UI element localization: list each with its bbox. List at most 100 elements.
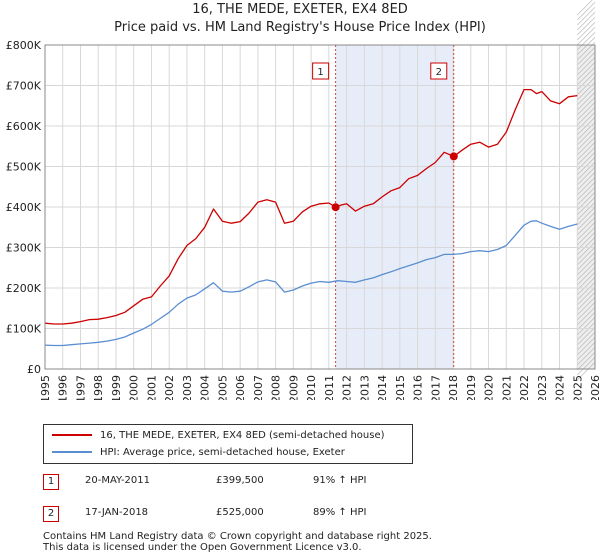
- x-tick-label: 2016: [412, 375, 425, 400]
- forecast-hatch: [577, 362, 596, 381]
- x-tick-label: 1996: [57, 375, 70, 400]
- forecast-hatch: [577, 177, 596, 196]
- x-tick-label: 2017: [429, 375, 442, 400]
- sale-marker-box: [430, 62, 448, 80]
- forecast-hatch: [577, 127, 596, 146]
- transaction-marker-label: 1: [43, 474, 59, 490]
- x-tick-label: 1997: [74, 375, 87, 400]
- transaction-hpi: 91% ↑ HPI: [313, 475, 367, 486]
- transaction-row: 2 17-JAN-2018 £525,000 89% ↑ HPI: [43, 506, 563, 522]
- forecast-hatch: [577, 222, 596, 241]
- forecast-hatch: [577, 287, 596, 306]
- x-tick-label: 2026: [589, 375, 600, 400]
- x-tick-label: 2022: [518, 375, 531, 400]
- x-tick-label: 2011: [323, 375, 336, 400]
- forecast-hatch: [577, 342, 596, 361]
- forecast-hatch: [577, 47, 596, 66]
- forecast-hatch: [577, 307, 596, 326]
- forecast-hatch: [577, 297, 596, 316]
- sale-point: [449, 152, 458, 161]
- forecast-hatch: [577, 27, 596, 46]
- forecast-hatch: [577, 247, 596, 266]
- forecast-hatch: [577, 302, 596, 321]
- property-price-line: [44, 88, 578, 325]
- forecast-hatch: [577, 277, 596, 296]
- legend-swatch-property: [52, 434, 92, 436]
- legend-swatch-hpi: [52, 451, 92, 453]
- legend-label-property: 16, THE MEDE, EXETER, EX4 8ED (semi-deta…: [100, 429, 385, 441]
- y-tick-label: £200K: [6, 282, 42, 295]
- forecast-hatch: [577, 0, 593, 16]
- transaction-hpi: 89% ↑ HPI: [313, 507, 367, 518]
- x-tick-label: 2021: [500, 375, 513, 400]
- forecast-hatch: [577, 172, 596, 191]
- forecast-hatch: [577, 337, 596, 356]
- footer: Contains HM Land Registry data © Crown c…: [43, 531, 432, 553]
- transaction-date: 20-MAY-2011: [85, 475, 151, 486]
- x-tick-label: 2008: [270, 375, 283, 400]
- hpi-line: [44, 220, 578, 347]
- forecast-hatch: [577, 147, 596, 166]
- forecast-hatch: [577, 227, 596, 246]
- forecast-hatch: [577, 262, 596, 281]
- chart-title: 16, THE MEDE, EXETER, EX4 8ED: [192, 2, 408, 17]
- transaction-date: 17-JAN-2018: [85, 507, 149, 518]
- transaction-row: 1 20-MAY-2011 £399,500 91% ↑ HPI: [43, 474, 563, 490]
- legend-item-hpi: HPI: Average price, semi-detached house,…: [52, 445, 345, 459]
- forecast-hatch: [577, 167, 596, 186]
- sale-marker-label: 1: [317, 67, 323, 78]
- x-tick-label: 2000: [128, 375, 141, 400]
- x-tick-label: 2014: [376, 375, 389, 400]
- x-tick-label: 1998: [92, 375, 105, 400]
- x-tick-label: 2023: [536, 375, 549, 400]
- forecast-hatch: [577, 212, 596, 231]
- forecast-hatch: [577, 87, 596, 106]
- x-tick-label: 2010: [305, 375, 318, 400]
- forecast-hatch: [577, 242, 596, 261]
- forecast-hatch: [577, 352, 596, 371]
- x-tick-label: 2025: [571, 375, 584, 400]
- sale-marker-label: 2: [436, 67, 442, 78]
- forecast-hatch: [577, 112, 596, 131]
- plot-frame: [44, 44, 596, 370]
- chart-subtitle: Price paid vs. HM Land Registry's House …: [114, 20, 486, 35]
- forecast-hatch: [577, 97, 596, 116]
- forecast-hatch: [577, 102, 596, 121]
- y-tick-label: £100K: [6, 323, 42, 336]
- x-tick-label: 1995: [39, 375, 52, 400]
- forecast-hatch: [577, 22, 596, 41]
- transaction-price: £525,000: [216, 507, 264, 518]
- forecast-hatch: [577, 292, 596, 311]
- forecast-hatch: [577, 137, 596, 156]
- x-tick-label: 2020: [483, 375, 496, 400]
- x-tick-label: 2012: [341, 375, 354, 400]
- forecast-hatch: [577, 282, 596, 301]
- forecast-hatch: [577, 312, 596, 331]
- sale-marker-box: [312, 62, 330, 80]
- forecast-hatch: [577, 62, 596, 81]
- forecast-hatch: [577, 52, 596, 71]
- forecast-hatch: [577, 107, 596, 126]
- forecast-hatch: [577, 182, 596, 201]
- x-tick-label: 2004: [199, 375, 212, 400]
- forecast-hatch: [577, 322, 596, 341]
- x-tick-label: 2018: [447, 375, 460, 400]
- x-tick-label: 1999: [110, 375, 123, 400]
- forecast-hatch: [577, 32, 596, 51]
- forecast-hatch: [577, 207, 596, 226]
- forecast-hatch: [577, 357, 596, 376]
- forecast-hatch: [577, 2, 596, 21]
- y-tick-label: £700K: [6, 80, 42, 93]
- x-tick-label: 2003: [181, 375, 194, 400]
- y-tick-label: £800K: [6, 39, 42, 52]
- x-tick-label: 2015: [394, 375, 407, 400]
- forecast-hatch: [577, 252, 596, 271]
- forecast-hatch: [577, 122, 596, 141]
- forecast-hatch: [577, 237, 596, 256]
- forecast-hatch: [577, 217, 596, 236]
- legend-label-hpi: HPI: Average price, semi-detached house,…: [100, 446, 345, 458]
- legend: 16, THE MEDE, EXETER, EX4 8ED (semi-deta…: [43, 424, 413, 464]
- forecast-hatch: [577, 332, 596, 351]
- x-tick-label: 2019: [465, 375, 478, 400]
- forecast-hatch: [577, 197, 596, 216]
